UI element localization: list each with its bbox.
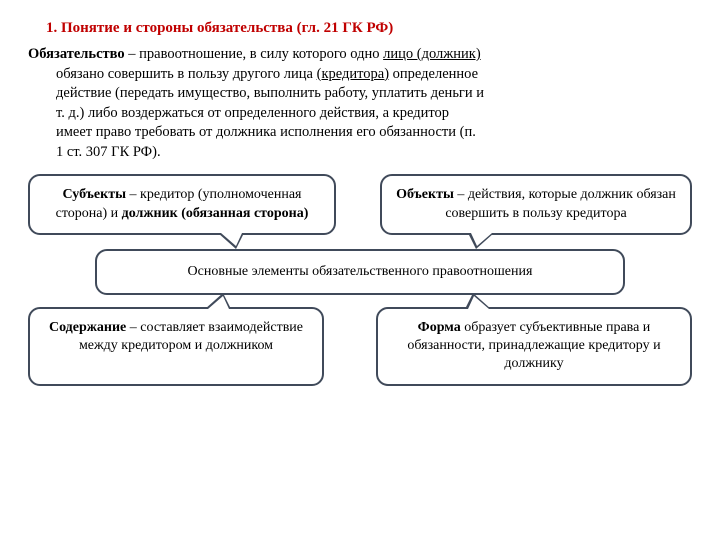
- definition-text: т. д.) либо воздержаться от определенног…: [28, 104, 692, 124]
- bubble-bold: Форма: [418, 320, 461, 335]
- section-heading: 1. Понятие и стороны обязательства (гл. …: [28, 20, 692, 37]
- bubble-tail-icon: [468, 233, 494, 249]
- bubble-tail-icon: [465, 293, 491, 309]
- definition-text: имеет право требовать от должника исполн…: [28, 123, 692, 143]
- definition-underline-1: лицо (должник): [383, 46, 481, 62]
- bubble-core-elements: Основные элементы обязательственного пра…: [95, 249, 625, 295]
- definition-text: определенное: [389, 66, 478, 82]
- definition-underline-2: (кредитора): [317, 66, 389, 82]
- definition-text: действие (передать имущество, выполнить …: [28, 84, 692, 104]
- definition-text: 1 ст. 307 ГК РФ).: [28, 143, 692, 163]
- bubble-bold: должник (обязанная сторона): [122, 206, 309, 221]
- bubble-bold: Содержание: [49, 320, 126, 335]
- bubble-row-top: Субъекты – кредитор (уполномоченная стор…: [28, 174, 692, 234]
- bubble-text: – действия, которые должник обязан совер…: [445, 187, 676, 220]
- bubble-row-bottom: Содержание – составляет взаимодействие м…: [28, 307, 692, 386]
- bubble-content: Содержание – составляет взаимодействие м…: [28, 307, 324, 386]
- definition-text: обязано совершить в пользу другого лица: [56, 66, 317, 82]
- bubble-row-center: Основные элементы обязательственного пра…: [28, 249, 692, 295]
- bubble-bold: Объекты: [396, 187, 454, 202]
- bubble-subjects: Субъекты – кредитор (уполномоченная стор…: [28, 174, 336, 234]
- definition-paragraph: Обязательство – правоотношение, в силу к…: [28, 45, 692, 162]
- definition-text: – правоотношение, в силу которого одно: [125, 46, 384, 62]
- bubble-objects: Объекты – действия, которые должник обяз…: [380, 174, 692, 234]
- bubble-tail-icon: [205, 293, 231, 309]
- bubble-form: Форма образует субъективные права и обяз…: [376, 307, 692, 386]
- bubble-tail-icon: [218, 233, 244, 249]
- definition-term: Обязательство: [28, 46, 125, 62]
- bubble-bold: Субъекты: [63, 187, 126, 202]
